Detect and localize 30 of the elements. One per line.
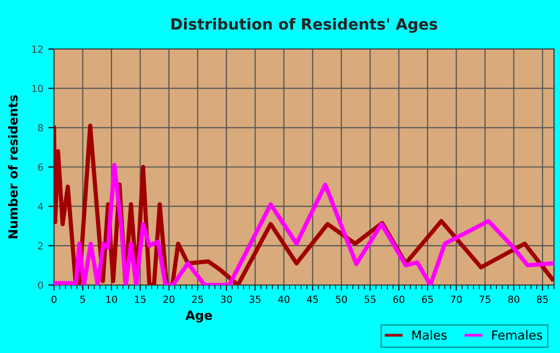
x-tick-label: 50	[336, 296, 347, 303]
y-tick-label: 8	[38, 124, 43, 132]
x-tick-label: 55	[364, 296, 376, 303]
x-tick-label: 70	[450, 296, 462, 303]
y-tick-label: 0	[38, 281, 43, 289]
chart-title: Distribution of Residents' Ages	[171, 18, 438, 33]
x-tick-label: 85	[536, 296, 548, 303]
y-tick-label: 10	[32, 84, 43, 92]
x-tick-label: 5	[80, 296, 85, 303]
y-tick-label: 6	[38, 163, 43, 171]
x-tick-label: 45	[306, 296, 318, 303]
x-tick-label: 65	[422, 296, 433, 303]
x-tick-label: 10	[106, 296, 118, 303]
y-tick-label: 4	[38, 202, 44, 210]
x-axis-title: Age	[186, 310, 212, 322]
x-tick-label: 0	[52, 296, 56, 303]
legend-label: Males	[412, 330, 447, 340]
x-tick-label: 75	[480, 296, 490, 303]
x-tick-label: 40	[278, 296, 290, 303]
x-tick-label: 60	[393, 296, 404, 303]
y-tick-label: 2	[38, 242, 43, 250]
x-tick-label: 25	[192, 296, 204, 303]
x-tick-label: 30	[220, 296, 232, 303]
x-tick-label: 80	[508, 296, 520, 303]
legend-label: Females	[492, 330, 542, 340]
x-tick-label: 35	[250, 296, 260, 303]
y-tick-label: 12	[32, 45, 43, 53]
y-axis-title: Number of residents	[8, 95, 18, 238]
x-tick-label: 20	[163, 296, 174, 303]
x-tick-label: 15	[135, 296, 146, 303]
